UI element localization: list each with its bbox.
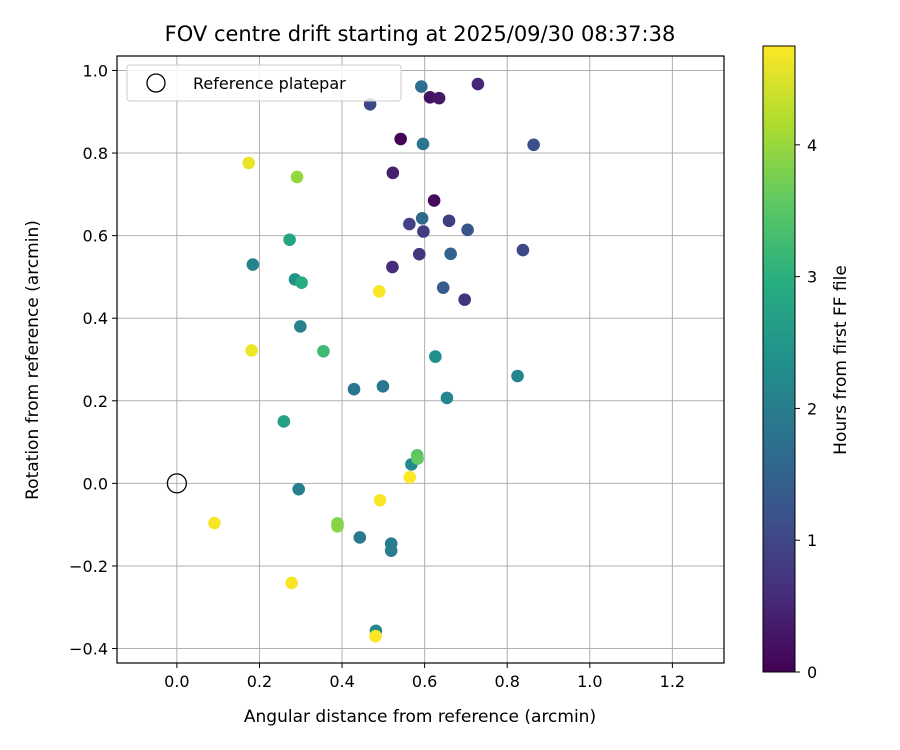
data-point: [394, 132, 407, 146]
data-point: [386, 260, 399, 274]
y-tick-label: −0.4: [69, 640, 108, 659]
data-point: [331, 520, 344, 533]
data-point: [458, 293, 471, 306]
data-point: [444, 247, 457, 261]
data-point: [353, 531, 367, 544]
data-points: [166, 77, 540, 643]
y-tick-label: 0.8: [83, 144, 108, 163]
data-point: [440, 391, 454, 405]
y-axis-ticks: −0.4 −0.2 0.0 0.2 0.4 0.6 0.8 1.0: [69, 61, 117, 659]
data-point: [461, 223, 474, 237]
x-tick-label: 0.2: [247, 672, 272, 691]
plot-frame: [116, 55, 725, 664]
data-point: [403, 217, 416, 231]
y-tick-label: 0.0: [83, 474, 108, 493]
data-point: [386, 166, 400, 180]
colorbar-gradient: [762, 45, 796, 673]
legend-box: [126, 64, 402, 102]
colorbar-ticks: 0 1 2 3 4: [795, 136, 817, 682]
colorbar-label: Hours from first FF file: [831, 265, 851, 455]
y-tick-label: 1.0: [83, 61, 108, 80]
data-point: [242, 156, 256, 170]
y-tick-label: 0.2: [83, 392, 108, 411]
data-point: [290, 170, 304, 184]
x-axis-label: Angular distance from reference (arcmin): [244, 707, 596, 727]
data-point: [246, 258, 260, 271]
data-point: [283, 233, 296, 247]
data-point: [317, 344, 330, 358]
data-point: [432, 91, 446, 105]
data-point: [373, 494, 387, 507]
x-tick-label: 0.4: [329, 672, 354, 691]
data-point: [295, 276, 308, 289]
data-point: [412, 247, 426, 261]
y-tick-label: 0.6: [83, 227, 108, 246]
colorbar-tick-label: 4: [807, 136, 817, 155]
data-point: [427, 194, 441, 207]
data-point: [436, 281, 450, 294]
data-point: [429, 350, 442, 363]
data-point: [417, 225, 430, 238]
data-point: [423, 90, 437, 104]
legend: Reference platepar: [126, 64, 402, 102]
colorbar-tick-label: 3: [807, 268, 817, 287]
x-tick-label: 0.0: [164, 672, 189, 691]
data-point: [369, 629, 382, 643]
data-point: [442, 214, 456, 228]
data-point: [511, 369, 524, 383]
data-point: [527, 138, 540, 152]
data-point: [403, 470, 417, 484]
data-point: [376, 380, 390, 393]
data-point: [471, 77, 485, 91]
data-point: [415, 211, 429, 225]
data-point: [415, 80, 428, 93]
colorbar: 0 1 2 3 4 Hours from first FF file: [762, 45, 851, 682]
data-point: [384, 544, 398, 557]
data-point: [416, 137, 430, 151]
data-point: [245, 344, 258, 357]
data-point: [292, 482, 305, 496]
x-axis-ticks: 0.0 0.2 0.4 0.6 0.8 1.0 1.2: [164, 663, 685, 691]
x-tick-label: 0.8: [494, 672, 519, 691]
data-point: [347, 382, 361, 396]
data-point: [208, 516, 221, 530]
data-point: [285, 576, 298, 590]
colorbar-tick-label: 1: [807, 531, 817, 550]
data-point: [372, 285, 386, 298]
data-point: [516, 243, 530, 257]
data-point: [411, 452, 424, 465]
chart-title: FOV centre drift starting at 2025/09/30 …: [165, 22, 676, 46]
y-axis-label: Rotation from reference (arcmin): [23, 220, 43, 500]
colorbar-tick-label: 2: [807, 399, 817, 418]
reference-point-marker: [166, 473, 188, 494]
y-tick-label: 0.4: [83, 309, 108, 328]
data-point: [277, 415, 291, 428]
y-tick-label: −0.2: [69, 557, 108, 576]
x-tick-label: 1.2: [660, 672, 685, 691]
colorbar-tick-label: 0: [807, 663, 817, 682]
legend-label-reference: Reference platepar: [193, 74, 346, 93]
data-point: [294, 320, 307, 333]
x-tick-label: 0.6: [412, 672, 437, 691]
x-tick-label: 1.0: [577, 672, 602, 691]
legend-marker-reference: [146, 73, 166, 93]
